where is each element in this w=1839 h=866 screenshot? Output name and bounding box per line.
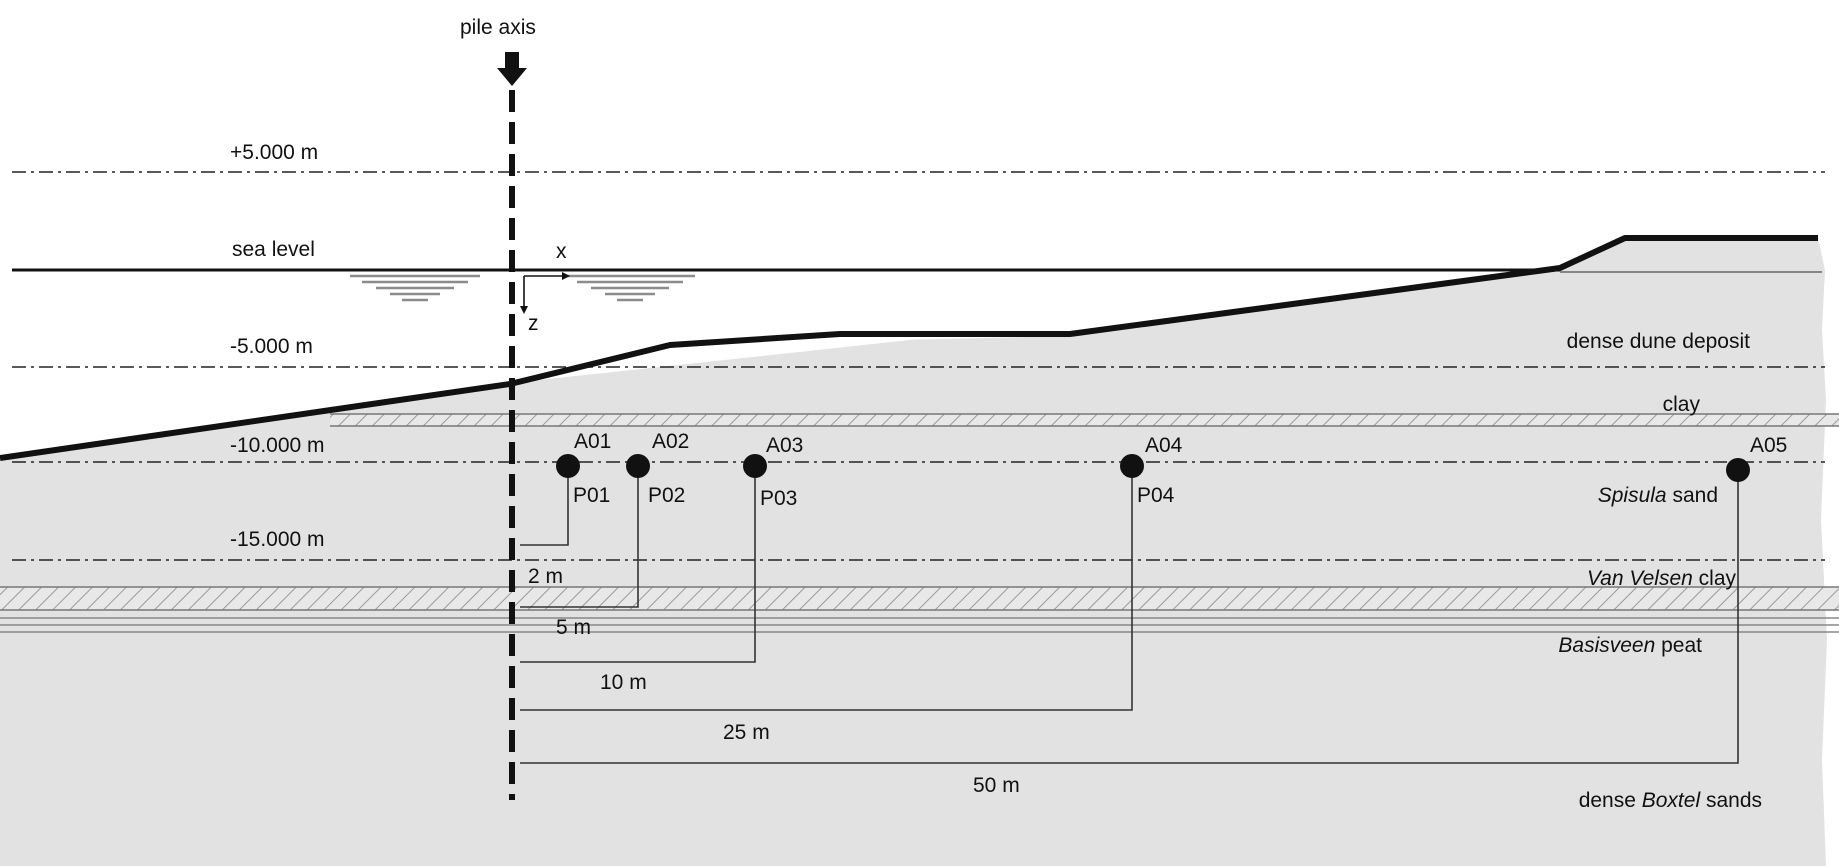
sensor-label-a04: A04 (1145, 434, 1183, 457)
van-velsen-suffix: clay (1693, 567, 1737, 590)
sensor-label-p02: P02 (648, 484, 685, 507)
distance-label-50m: 50 m (973, 774, 1020, 797)
dimension-50m (520, 470, 1739, 764)
x-axis-label: x (556, 240, 567, 263)
sensor-label-a05: A05 (1750, 434, 1787, 457)
sensor-label-p01: P01 (573, 484, 610, 507)
level-label-minus10: -10.000 m (230, 434, 325, 457)
sensor-label-p03: P03 (760, 487, 797, 510)
water-level-symbol-right (565, 274, 695, 302)
z-axis-label: z (528, 312, 539, 335)
distance-label-10m: 10 m (600, 671, 647, 694)
layer-label-van-velsen: Van Velsen clay (1587, 567, 1737, 590)
sensor-marker-a05 (1726, 458, 1750, 482)
clay-layer-band (330, 414, 1839, 426)
layer-label-basisveen: Basisveen peat (1558, 634, 1702, 657)
basisveen-name: Basisveen (1558, 634, 1655, 657)
dimension-5m (520, 466, 639, 608)
distance-dimension-lines (520, 466, 1739, 764)
soil-mass (0, 238, 1827, 866)
sea-level-label: sea level (232, 238, 315, 261)
sensor-marker-a02 (626, 454, 650, 478)
spisula-name: Spisula (1598, 484, 1667, 507)
distance-label-2m: 2 m (528, 565, 563, 588)
boxtel-prefix: dense (1579, 789, 1642, 812)
van-velsen-clay-band (0, 587, 1839, 610)
pile-axis-arrow (497, 52, 527, 86)
dimension-2m (520, 466, 569, 546)
van-velsen-name: Van Velsen (1587, 567, 1693, 590)
seabed-profile (0, 235, 1818, 461)
level-label-minus5: -5.000 m (230, 335, 313, 358)
basisveen-suffix: peat (1655, 634, 1702, 657)
layer-label-clay: clay (1663, 393, 1701, 416)
pile-axis-label: pile axis (460, 16, 536, 39)
dimension-10m (520, 466, 756, 663)
sensor-label-a01: A01 (574, 430, 611, 453)
distance-label-25m: 25 m (723, 721, 770, 744)
level-label-plus5: +5.000 m (230, 141, 318, 164)
basisveen-peat-lines (0, 617, 1839, 633)
sensor-marker-a04 (1120, 454, 1144, 478)
layer-label-dune: dense dune deposit (1567, 330, 1750, 353)
distance-label-5m: 5 m (556, 616, 591, 639)
sensor-label-a02: A02 (652, 430, 689, 453)
boxtel-suffix: sands (1700, 789, 1762, 812)
local-axes (520, 272, 570, 314)
spisula-suffix: sand (1667, 484, 1718, 507)
boxtel-name: Boxtel (1642, 789, 1702, 812)
sensor-marker-a03 (743, 454, 767, 478)
layer-label-boxtel: dense Boxtel sands (1579, 789, 1762, 812)
sensor-label-a03: A03 (766, 434, 803, 457)
layer-label-spisula: Spisula sand (1598, 484, 1718, 507)
level-label-minus15: -15.000 m (230, 528, 325, 551)
dimension-25m (520, 466, 1133, 711)
water-body (0, 270, 1560, 460)
water-level-symbol-left (350, 274, 480, 302)
sensor-label-p04: P04 (1137, 484, 1175, 507)
sensor-marker-a01 (556, 454, 580, 478)
